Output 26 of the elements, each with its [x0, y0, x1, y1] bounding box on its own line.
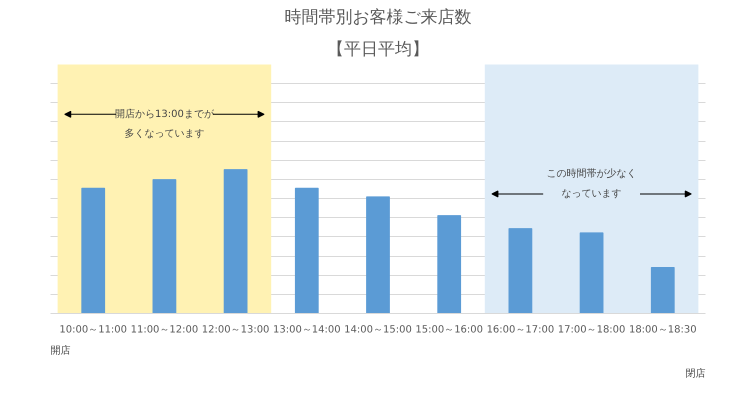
text: 開店 — [50, 344, 70, 356]
x-tick-label: 13:00～14:00 — [272, 324, 341, 336]
bar — [224, 169, 248, 314]
annotation: この時間帯が少なく — [546, 168, 637, 180]
x-tick-label: 17:00～18:00 — [558, 324, 626, 336]
x-tick-label: 18:00～18:30 — [628, 324, 697, 336]
chart-title: 時間帯別お客様ご来店数 — [284, 8, 472, 28]
x-tick-label: 14:00～15:00 — [344, 324, 412, 336]
chart-subtitle: 【平日平均】 — [327, 40, 429, 60]
x-tick-label: 12:00～13:00 — [202, 324, 270, 336]
bar — [294, 188, 319, 314]
text: 多くなっています — [124, 128, 204, 140]
x-tick-label: 16:00～17:00 — [486, 324, 554, 336]
x-tick-label: 15:00～16:00 — [415, 324, 484, 336]
bar — [81, 188, 106, 314]
bar — [580, 232, 604, 314]
bar — [366, 196, 390, 314]
annotation: なっています — [562, 188, 622, 200]
bar — [650, 266, 675, 314]
x-tick-label: 11:00～12:00 — [130, 324, 198, 336]
bar — [437, 215, 462, 314]
text: 閉店 — [686, 368, 706, 380]
x-tick-label: 10:00～11:00 — [59, 324, 128, 336]
text: 開店から13:00までが — [115, 108, 215, 120]
bar — [152, 179, 176, 314]
bar — [508, 228, 532, 314]
